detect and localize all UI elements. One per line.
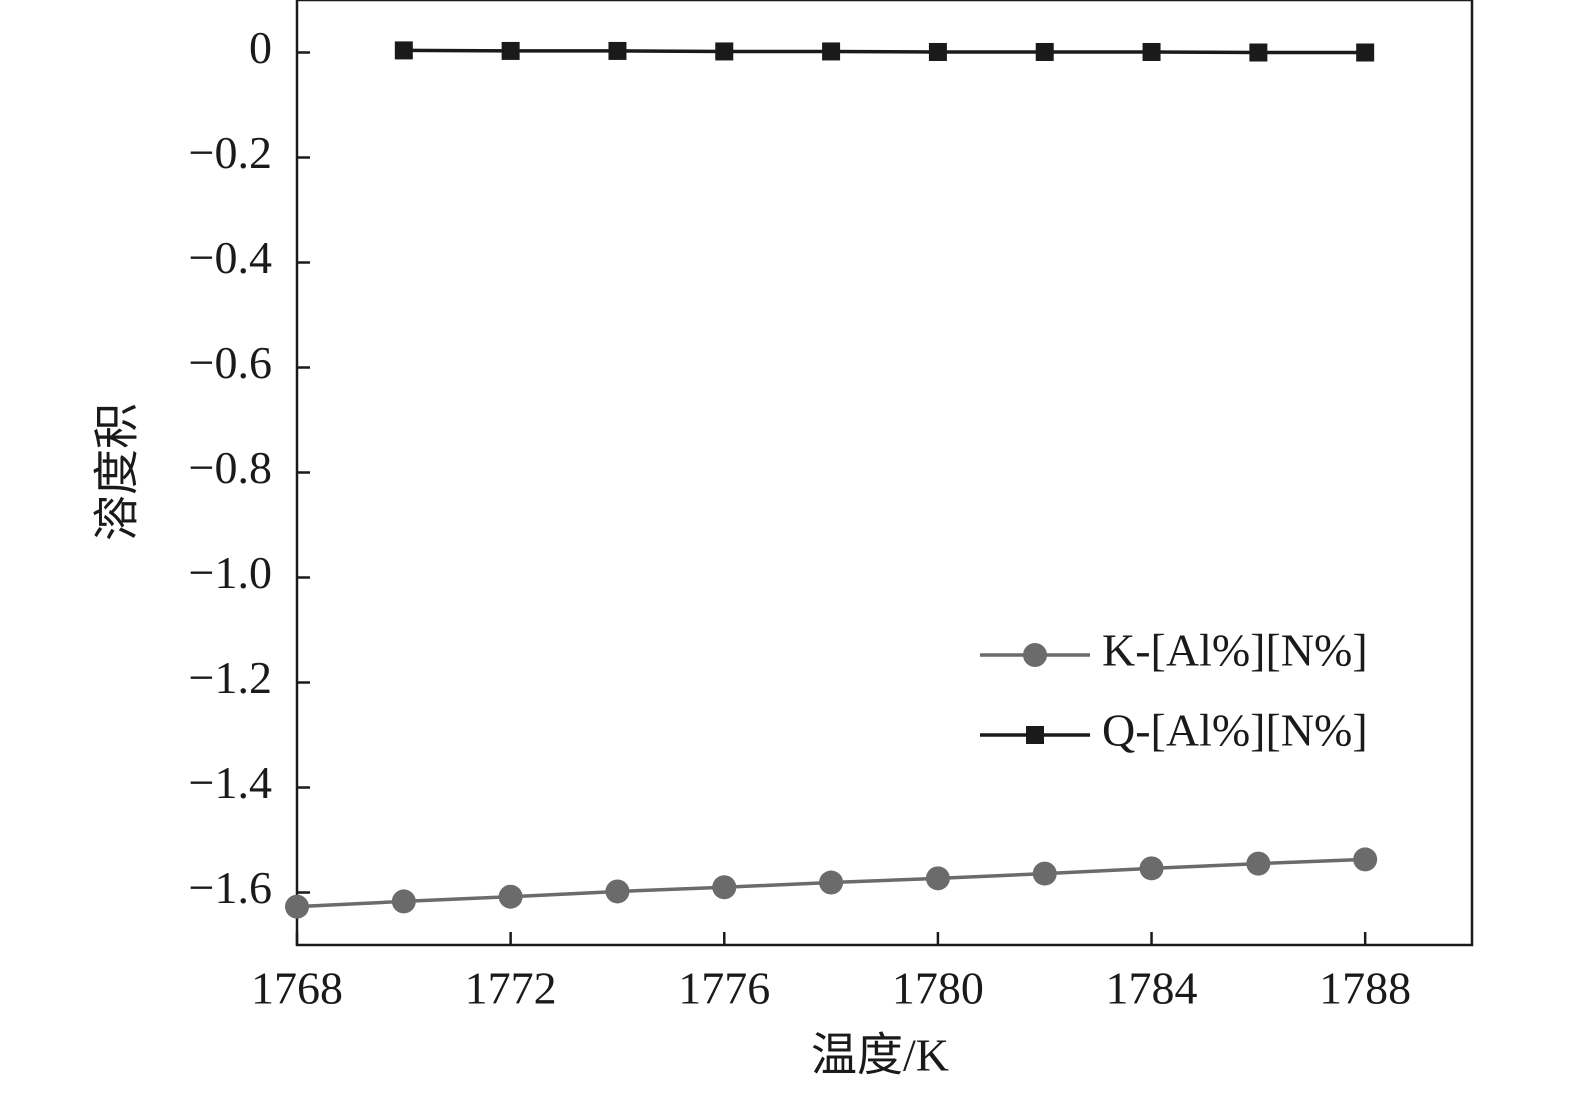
point <box>715 42 734 61</box>
plot-frame <box>295 0 1474 947</box>
legend-label: K-[Al%][N%] <box>1102 625 1368 676</box>
point <box>1353 847 1378 872</box>
y-tick-label: −1.2 <box>189 652 272 703</box>
point <box>1032 861 1057 886</box>
point <box>822 42 841 61</box>
point <box>1356 43 1375 62</box>
y-tick-label: −1.0 <box>189 547 272 598</box>
point <box>285 894 309 919</box>
point <box>819 870 844 895</box>
point <box>391 889 416 914</box>
x-tick-label: 1784 <box>1106 963 1198 1014</box>
point <box>608 41 627 60</box>
point <box>1142 42 1161 61</box>
legend-marker <box>1023 643 1047 667</box>
point <box>498 884 523 909</box>
x-axis-label: 温度/K <box>811 1030 949 1081</box>
point <box>928 42 947 61</box>
point <box>394 41 413 60</box>
legend-marker <box>1026 726 1044 744</box>
x-tick-label: 1772 <box>465 963 557 1014</box>
x-tick-label: 1768 <box>251 963 343 1014</box>
y-tick-label: −1.6 <box>189 862 272 913</box>
legend-label: Q-[Al%][N%] <box>1102 705 1368 756</box>
point <box>1249 43 1268 62</box>
point <box>1246 851 1271 876</box>
y-tick-label: −0.4 <box>189 232 272 283</box>
point <box>712 875 737 900</box>
point <box>501 41 520 60</box>
point <box>1139 856 1164 881</box>
y-tick-label: −0.8 <box>189 442 272 493</box>
y-tick-label: 0 <box>249 22 272 73</box>
point <box>605 879 630 904</box>
point <box>1035 42 1054 61</box>
y-axis-label: 溶度积 <box>92 403 143 541</box>
y-tick-label: −0.2 <box>189 127 272 178</box>
x-tick-label: 1788 <box>1319 963 1411 1014</box>
x-tick-label: 1776 <box>678 963 770 1014</box>
x-tick-label: 1780 <box>892 963 984 1014</box>
point <box>925 866 950 891</box>
y-tick-label: −0.6 <box>189 337 272 388</box>
y-tick-label: −1.4 <box>189 757 272 808</box>
series-line <box>403 48 1366 55</box>
